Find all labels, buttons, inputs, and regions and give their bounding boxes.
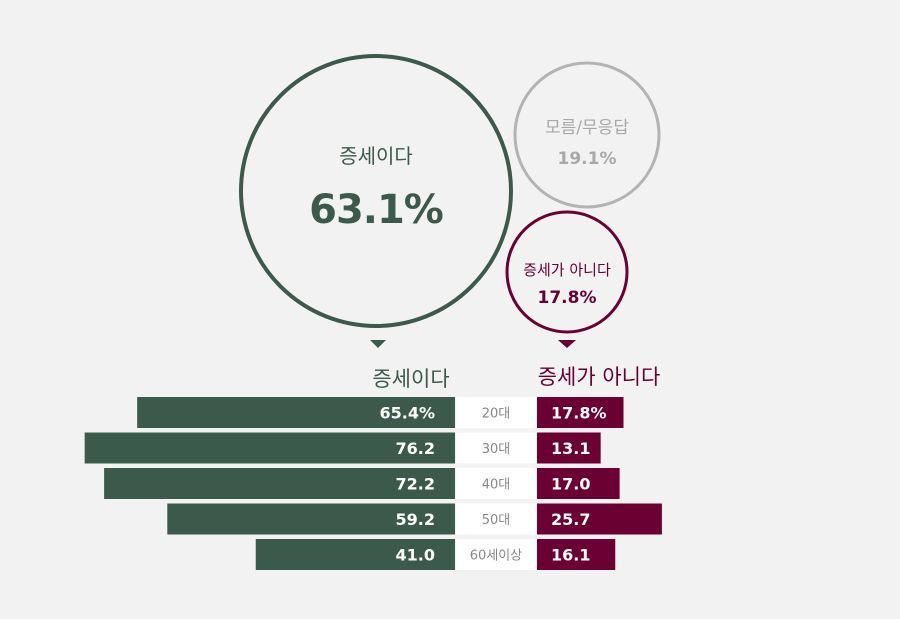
bar-rows: 65.4% 20대 17.8%76.2 30대 13.172.2 40대 17.059.2 5… (84, 397, 662, 570)
bar-yes-value: 72.2 (396, 475, 435, 494)
age-box (456, 503, 536, 535)
age-label: 30대 (482, 442, 511, 457)
bar-yes (84, 432, 455, 464)
age-box (456, 397, 536, 428)
bar-row: 72.2 40대 17.0 (104, 468, 620, 499)
bar-yes-value: 76.2 (396, 439, 435, 458)
pointer-yes-icon (370, 340, 386, 348)
bubble-unknown-value: 19.1% (558, 149, 617, 169)
bar-row: 59.2 50대 25.7 (167, 503, 662, 535)
bar-yes (104, 468, 455, 499)
bar-yes-value: 41.0 (396, 546, 435, 565)
bar-no (537, 539, 616, 570)
bubble-no: 증세가 아니다 17.8% (505, 210, 629, 348)
bubble-no-value: 17.8% (538, 288, 597, 308)
bubble-no-label: 증세가 아니다 (523, 261, 611, 279)
bubble-yes-circle (239, 54, 513, 328)
bar-yes (167, 503, 455, 535)
bar-no (537, 468, 620, 499)
bar-yes-value: 59.2 (396, 510, 435, 529)
bar-no-value: 17.8% (551, 404, 607, 423)
bubble-unknown: 모름/무응답 19.1% (513, 61, 661, 209)
bar-yes-value: 65.4% (379, 404, 435, 423)
bar-row: 76.2 30대 13.1 (84, 432, 601, 464)
age-box (456, 468, 536, 499)
age-label: 60세이상 (470, 549, 522, 564)
bubble-unknown-label: 모름/무응답 (545, 118, 629, 138)
age-label: 50대 (482, 513, 511, 528)
bar-no (537, 397, 624, 428)
bar-no-value: 17.0 (551, 475, 590, 494)
bar-yes (255, 539, 455, 570)
bar-no-value: 13.1 (551, 439, 590, 458)
bar-row: 41.0 60세이상 16.1 (255, 539, 616, 570)
pointer-no-icon (558, 340, 576, 348)
header-yes: 증세이다 (372, 367, 449, 391)
bubble-no-circle (505, 210, 629, 334)
bubble-yes-label: 증세이다 (339, 144, 413, 168)
bar-no (537, 503, 662, 535)
bar-yes (137, 397, 455, 428)
age-label: 20대 (482, 407, 511, 422)
header-no: 증세가 아니다 (538, 365, 661, 389)
age-label: 40대 (482, 478, 511, 493)
bar-no-value: 16.1 (551, 546, 590, 565)
age-box (456, 539, 536, 570)
bubble-unknown-circle (513, 61, 661, 209)
age-box (456, 432, 536, 464)
bubble-yes-value: 63.1% (309, 187, 443, 233)
bar-row: 65.4% 20대 17.8% (137, 397, 624, 428)
bar-no-value: 25.7 (551, 510, 590, 529)
bubble-yes: 증세이다 63.1% (239, 54, 513, 348)
bar-no (537, 432, 601, 464)
